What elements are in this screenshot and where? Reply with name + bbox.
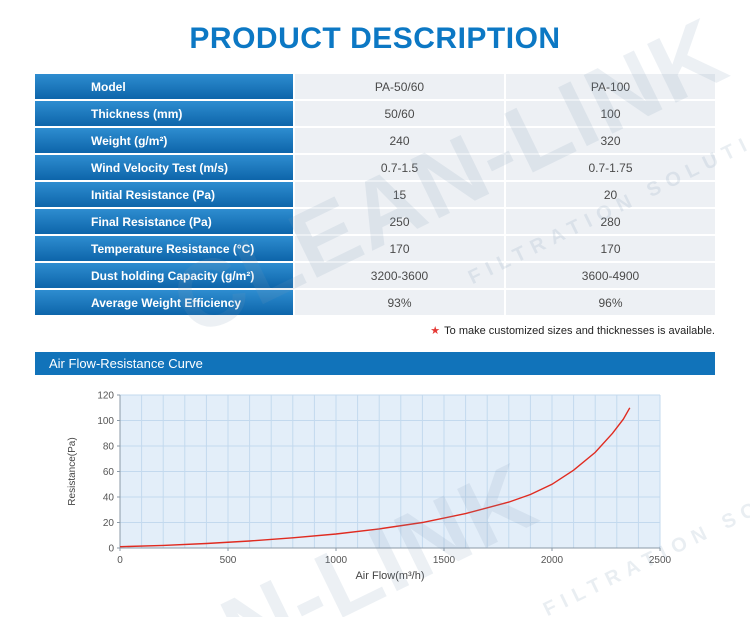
spec-value: 280 — [506, 209, 715, 234]
spec-value: 0.7-1.75 — [506, 155, 715, 180]
note-text: To make customized sizes and thicknesses… — [444, 325, 715, 337]
page-title: PRODUCT DESCRIPTION — [189, 22, 561, 55]
spec-value: 320 — [506, 128, 715, 153]
spec-value: 20 — [506, 182, 715, 207]
spec-label: Temperature Resistance (°C) — [35, 236, 293, 261]
spec-label: Model — [35, 74, 293, 99]
spec-label: Initial Resistance (Pa) — [35, 182, 293, 207]
spec-value: 3600-4900 — [506, 263, 715, 288]
airflow-resistance-panel: Air Flow-Resistance Curve 0 500 1000 1500 20… — [35, 352, 715, 602]
spec-value: 240 — [295, 128, 504, 153]
customization-note: ★ To make customized sizes and thicknesse… — [35, 324, 715, 337]
spec-value: 170 — [295, 236, 504, 261]
spec-value: 50/60 — [295, 101, 504, 126]
svg-text:2000: 2000 — [541, 555, 564, 566]
svg-text:Air Flow(m³/h): Air Flow(m³/h) — [355, 570, 424, 582]
spec-value: 250 — [295, 209, 504, 234]
spec-value: PA-50/60 — [295, 74, 504, 99]
chart-title: Air Flow-Resistance Curve — [35, 352, 715, 375]
spec-label: Dust holding Capacity (g/m²) — [35, 263, 293, 288]
svg-text:100: 100 — [97, 416, 114, 427]
svg-text:500: 500 — [220, 555, 237, 566]
svg-text:80: 80 — [103, 442, 115, 453]
spec-value: 15 — [295, 182, 504, 207]
spec-value: 3200-3600 — [295, 263, 504, 288]
svg-text:20: 20 — [103, 518, 115, 529]
spec-label: Final Resistance (Pa) — [35, 209, 293, 234]
svg-text:1000: 1000 — [325, 555, 348, 566]
svg-text:Resistance(Pa): Resistance(Pa) — [67, 437, 78, 505]
star-icon: ★ — [430, 325, 441, 337]
svg-text:2500: 2500 — [649, 555, 672, 566]
svg-text:0: 0 — [108, 544, 114, 555]
spec-value: 96% — [506, 290, 715, 315]
spec-label: Thickness (mm) — [35, 101, 293, 126]
spec-label: Wind Velocity Test (m/s) — [35, 155, 293, 180]
svg-text:0: 0 — [117, 555, 123, 566]
spec-value: 0.7-1.5 — [295, 155, 504, 180]
spec-value: 100 — [506, 101, 715, 126]
airflow-resistance-chart: 0 500 1000 1500 2000 2500 0 20 40 60 80 100 120 Air F… — [67, 391, 672, 583]
spec-value: 93% — [295, 290, 504, 315]
spec-label: Weight (g/m²) — [35, 128, 293, 153]
svg-text:40: 40 — [103, 493, 115, 504]
svg-text:60: 60 — [103, 467, 115, 478]
svg-text:1500: 1500 — [433, 555, 456, 566]
spec-value: 170 — [506, 236, 715, 261]
spec-table: Model PA-50/60 PA-100 Thickness (mm) 50/… — [35, 74, 715, 315]
spec-label: Average Weight Efficiency — [35, 290, 293, 315]
spec-value: PA-100 — [506, 74, 715, 99]
svg-text:120: 120 — [97, 391, 114, 402]
